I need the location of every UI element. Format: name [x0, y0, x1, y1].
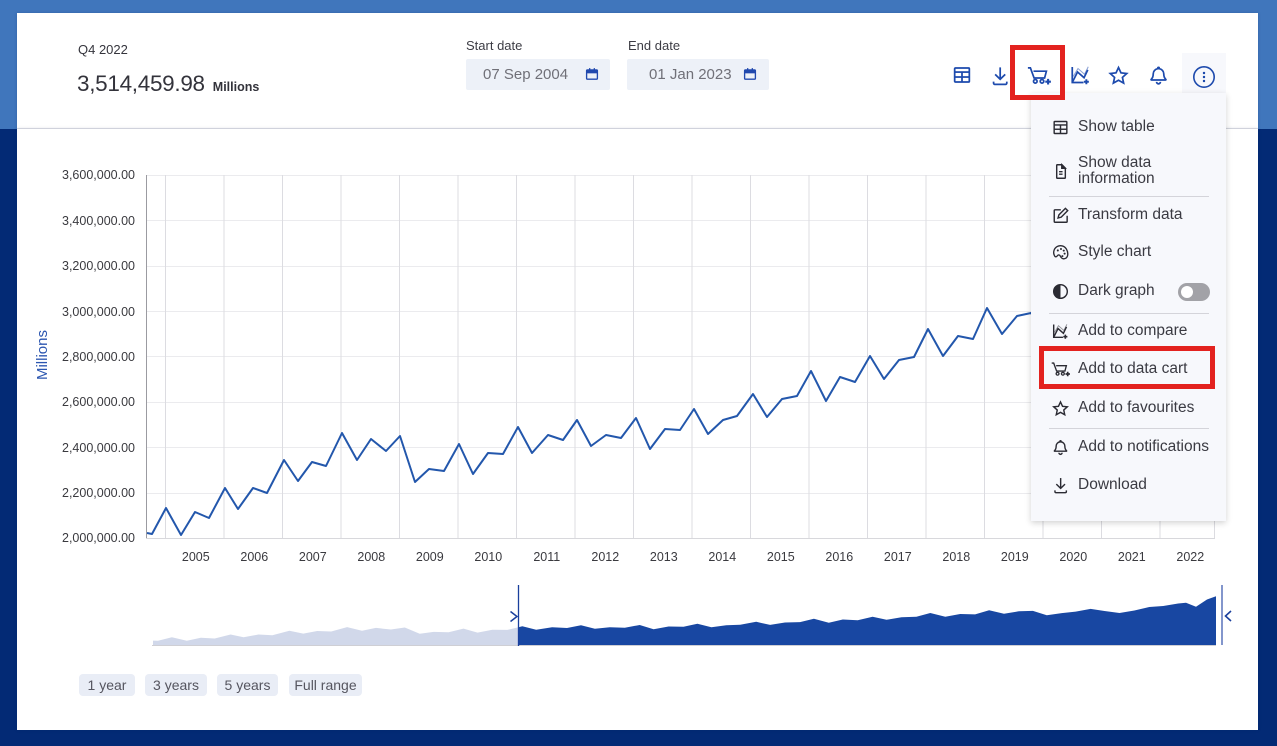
svg-text:2010: 2010 — [474, 550, 502, 564]
svg-text:2015: 2015 — [767, 550, 795, 564]
svg-text:2008: 2008 — [357, 550, 385, 564]
svg-text:2,000,000.00: 2,000,000.00 — [62, 531, 135, 545]
svg-text:2013: 2013 — [650, 550, 678, 564]
svg-text:3,400,000.00: 3,400,000.00 — [62, 214, 135, 228]
svg-text:2021: 2021 — [1118, 550, 1146, 564]
svg-text:2011: 2011 — [533, 550, 560, 564]
svg-text:3,000,000.00: 3,000,000.00 — [62, 305, 135, 319]
svg-text:2,400,000.00: 2,400,000.00 — [62, 441, 135, 455]
svg-text:3,200,000.00: 3,200,000.00 — [62, 259, 135, 273]
svg-text:Millions: Millions — [34, 330, 51, 380]
svg-text:2017: 2017 — [884, 550, 912, 564]
svg-text:2,600,000.00: 2,600,000.00 — [62, 395, 135, 409]
svg-text:2016: 2016 — [825, 550, 853, 564]
svg-text:2,200,000.00: 2,200,000.00 — [62, 486, 135, 500]
svg-text:2,800,000.00: 2,800,000.00 — [62, 350, 135, 364]
svg-text:2020: 2020 — [1059, 550, 1087, 564]
svg-text:2007: 2007 — [299, 550, 327, 564]
svg-text:2019: 2019 — [1001, 550, 1029, 564]
svg-text:2009: 2009 — [416, 550, 444, 564]
svg-text:3,600,000.00: 3,600,000.00 — [62, 168, 135, 182]
svg-text:2012: 2012 — [591, 550, 619, 564]
svg-text:2006: 2006 — [240, 550, 268, 564]
svg-text:2005: 2005 — [182, 550, 210, 564]
svg-text:2022: 2022 — [1176, 550, 1204, 564]
svg-text:2018: 2018 — [942, 550, 970, 564]
svg-text:2014: 2014 — [708, 550, 736, 564]
